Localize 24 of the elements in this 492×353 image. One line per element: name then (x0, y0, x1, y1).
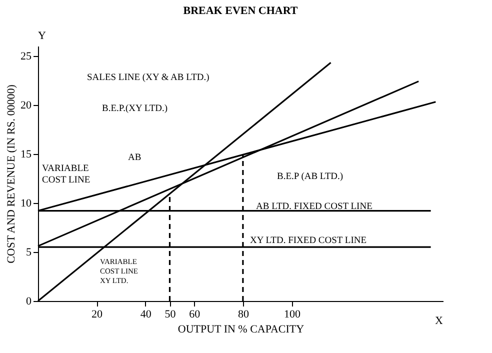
annotation: AB LTD. FIXED COST LINE (256, 202, 373, 212)
x-tick-label: 20 (92, 308, 104, 320)
y-tick-label: 20 (20, 99, 32, 112)
x-tick-label: 40 (140, 308, 152, 320)
text: Y (38, 30, 46, 42)
x-tick-label: 80 (238, 308, 250, 320)
annotation: AB (128, 153, 142, 163)
annotation: VARIABLE COST LINE (42, 164, 90, 186)
annotation: B.E.P.(XY LTD.) (102, 104, 168, 114)
annotation: B.E.P (AB LTD.) (277, 172, 344, 182)
annotation: XY LTD. FIXED COST LINE (250, 236, 367, 246)
chart-title: BREAK EVEN CHART (183, 5, 298, 17)
x-tick-label: 100 (284, 308, 301, 320)
annotation: SALES LINE (XY & AB LTD.) (87, 73, 210, 83)
y-tick-label: 0 (26, 296, 32, 308)
y-tick-label: 15 (20, 148, 32, 160)
y-axis-title: COST AND REVENUE (IN RS. 00000) (6, 84, 18, 264)
x-axis-title: OUTPUT IN % CAPACITY (178, 324, 304, 336)
y-tick-label: 25 (20, 50, 32, 62)
x-tick-label: 60 (189, 308, 201, 320)
x-tick-label: 50 (164, 308, 176, 320)
y-tick-label: 10 (20, 197, 32, 210)
y-tick-label: 5 (26, 246, 32, 258)
text: X (435, 315, 444, 327)
